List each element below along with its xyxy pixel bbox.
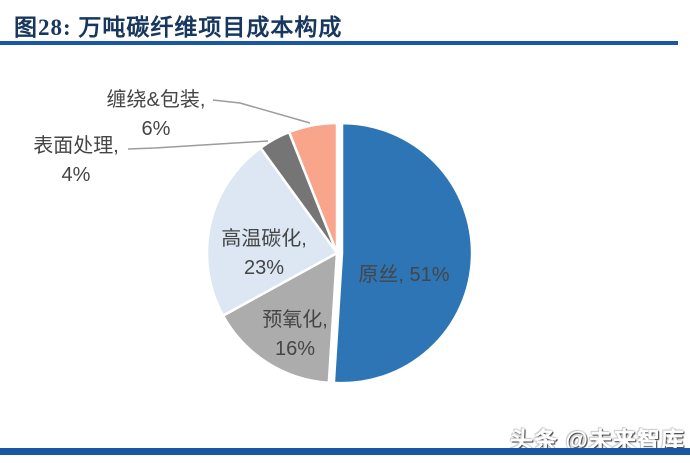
slice-label-line: 表面处理, <box>33 135 119 157</box>
slice-label-line: 缠绕&包装, <box>106 89 206 111</box>
pie-slice-2 <box>205 146 339 318</box>
slice-label-precursor: 原丝, 51% <box>358 261 449 290</box>
slice-label-line: 高温碳化, <box>221 228 307 250</box>
leader-line-winding-packaging <box>212 99 311 124</box>
slice-label-winding-packaging: 缠绕&包装, 6% <box>107 86 206 144</box>
slice-label-line: 23% <box>243 257 285 279</box>
pie-slices <box>205 121 474 385</box>
bottom-bar <box>0 448 690 455</box>
slice-label-line: 6% <box>141 118 171 140</box>
pie-slice-4 <box>287 121 339 254</box>
slice-label-preoxidation: 预氧化, 16% <box>262 306 328 364</box>
slice-label-carbonization: 高温碳化, 23% <box>221 225 307 283</box>
slice-label-line: 预氧化, <box>262 309 328 331</box>
figure-title: 图28: 万吨碳纤维项目成本构成 <box>14 15 343 40</box>
pie-slice-1 <box>221 250 339 385</box>
leader-line-surface-treatment <box>127 140 269 150</box>
title-rule <box>0 41 678 45</box>
slice-label-surface-treatment: 表面处理, 4% <box>33 132 119 190</box>
slice-label-line: 16% <box>274 338 316 360</box>
pie-slice-0 <box>332 121 474 385</box>
slice-label-line: 4% <box>61 164 91 186</box>
slice-label-line: 原丝, 51% <box>358 264 450 286</box>
